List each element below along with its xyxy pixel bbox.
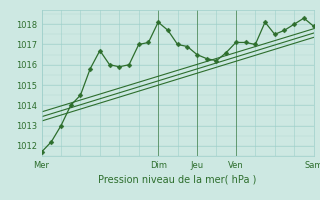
X-axis label: Pression niveau de la mer( hPa ): Pression niveau de la mer( hPa ) (99, 174, 257, 184)
